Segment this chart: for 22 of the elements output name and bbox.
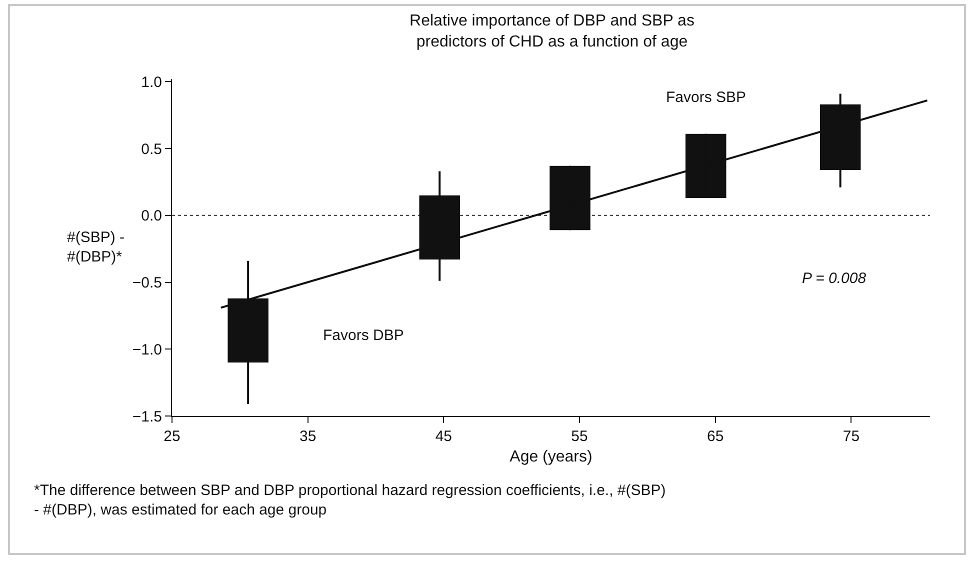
annotation: Favors DBP <box>323 327 404 344</box>
y-axis-title: #(SBP) - #(DBP)* <box>67 229 125 266</box>
x-tick-label: 45 <box>435 428 452 445</box>
candlestick <box>685 132 726 200</box>
candlestick <box>550 164 590 232</box>
y-tick-label: 0.5 <box>141 140 162 158</box>
x-axis-title: Age (years) <box>510 448 592 466</box>
annotation: Favors SBP <box>666 89 746 106</box>
text: *The difference between SBP and DBP proportional hazard regression coefficients, i.e., #(SBP) - #(DBP), was estimated for each age group <box>34 482 666 518</box>
candlestick <box>419 170 460 282</box>
y-tick-label: −1.5 <box>132 408 162 426</box>
chart-title: Relative importance of DBP and SBP as predictors of CHD as a function of age <box>410 12 694 50</box>
y-tick-label: 1.0 <box>141 74 162 91</box>
x-tick-label: 75 <box>842 428 860 445</box>
y-tick-label: −0.5 <box>132 274 162 292</box>
y-tick-label: 0.0 <box>141 208 162 225</box>
annotation: P = 0.008 <box>802 270 867 287</box>
x-tick-label: 65 <box>707 428 724 445</box>
x-tick-label: 35 <box>299 428 316 445</box>
x-tick-label: 25 <box>164 428 180 445</box>
x-tick-label: 55 <box>571 428 588 445</box>
y-tick-label: −1.0 <box>132 341 162 358</box>
